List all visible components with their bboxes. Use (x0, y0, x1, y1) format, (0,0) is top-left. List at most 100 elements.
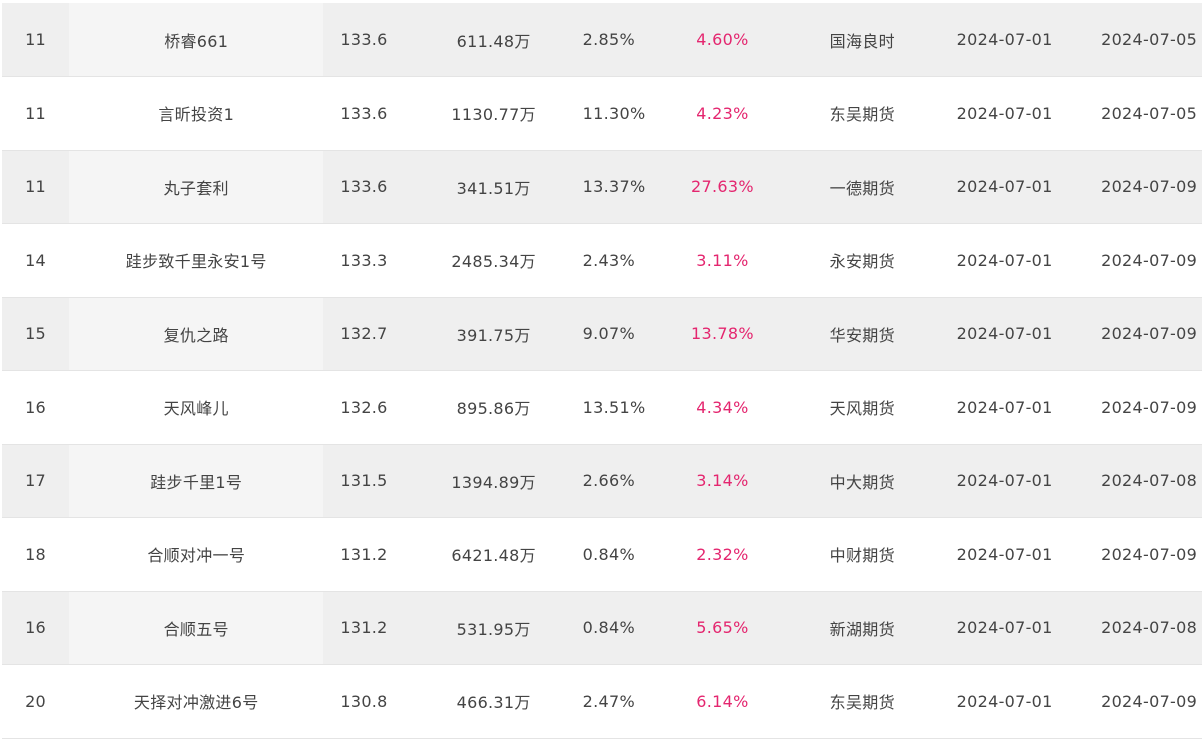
end-date-cell: 2024-07-09 (1096, 517, 1202, 592)
score-cell: 131.2 (323, 517, 405, 592)
broker-cell: 华安期货 (811, 297, 914, 371)
return-cell: 6.14% (633, 664, 812, 739)
broker-cell: 中大期货 (811, 444, 914, 518)
drawdown-cell: 11.30% (582, 76, 645, 151)
drawdown-cell: 2.43% (582, 223, 635, 298)
broker-cell: 东吴期货 (811, 664, 914, 739)
product-name-cell: 天风峰儿 (69, 370, 324, 445)
product-name-cell: 合顺五号 (69, 591, 324, 665)
table-row[interactable]: 15 复仇之路 132.7 391.75万 9.07% 13.78% 华安期货 … (2, 297, 1202, 371)
start-date-cell: 2024-07-01 (913, 370, 1097, 445)
rank-cell: 18 (2, 517, 70, 592)
return-cell: 13.78% (633, 297, 812, 371)
drawdown-cell: 0.84% (582, 591, 635, 665)
rank-cell: 15 (2, 297, 70, 371)
drawdown-cell: 2.85% (582, 3, 635, 77)
ranking-table: 11 桥睿661 133.6 611.48万 2.85% 4.60% 国海良时 … (2, 3, 1202, 739)
scale-cell: 341.51万 (404, 150, 583, 224)
broker-cell: 国海良时 (811, 3, 914, 77)
scale-cell: 1130.77万 (404, 76, 583, 151)
scale-cell: 895.86万 (404, 370, 583, 445)
return-cell: 4.34% (633, 370, 812, 445)
start-date-cell: 2024-07-01 (913, 297, 1097, 371)
rank-cell: 14 (2, 223, 70, 298)
score-cell: 132.7 (323, 297, 405, 371)
drawdown-cell: 0.84% (582, 517, 635, 592)
end-date-cell: 2024-07-09 (1096, 370, 1202, 445)
rank-cell: 16 (2, 591, 70, 665)
end-date-cell: 2024-07-09 (1096, 223, 1202, 298)
end-date-cell: 2024-07-05 (1096, 76, 1202, 151)
start-date-cell: 2024-07-01 (913, 76, 1097, 151)
product-name-cell: 跬步千里1号 (69, 444, 324, 518)
scale-cell: 466.31万 (404, 664, 583, 739)
start-date-cell: 2024-07-01 (913, 517, 1097, 592)
table-row[interactable]: 16 合顺五号 131.2 531.95万 0.84% 5.65% 新湖期货 2… (2, 591, 1202, 665)
end-date-cell: 2024-07-08 (1096, 591, 1202, 665)
rank-cell: 20 (2, 664, 70, 739)
broker-cell: 东吴期货 (811, 76, 914, 151)
return-cell: 4.23% (633, 76, 812, 151)
end-date-cell: 2024-07-05 (1096, 3, 1202, 77)
rank-cell: 16 (2, 370, 70, 445)
broker-cell: 新湖期货 (811, 591, 914, 665)
product-name-cell: 言昕投资1 (69, 76, 324, 151)
product-name-cell: 合顺对冲一号 (69, 517, 324, 592)
table-row[interactable]: 16 天风峰儿 132.6 895.86万 13.51% 4.34% 天风期货 … (2, 370, 1202, 445)
scale-cell: 391.75万 (404, 297, 583, 371)
scale-cell: 2485.34万 (404, 223, 583, 298)
product-name-cell: 复仇之路 (69, 297, 324, 371)
score-cell: 133.6 (323, 3, 405, 77)
start-date-cell: 2024-07-01 (913, 591, 1097, 665)
end-date-cell: 2024-07-09 (1096, 150, 1202, 224)
score-cell: 131.2 (323, 591, 405, 665)
rank-cell: 11 (2, 3, 70, 77)
score-cell: 132.6 (323, 370, 405, 445)
return-cell: 2.32% (633, 517, 812, 592)
start-date-cell: 2024-07-01 (913, 150, 1097, 224)
score-cell: 133.6 (323, 150, 405, 224)
scale-cell: 6421.48万 (404, 517, 583, 592)
table-row[interactable]: 18 合顺对冲一号 131.2 6421.48万 0.84% 2.32% 中财期… (2, 517, 1202, 592)
score-cell: 130.8 (323, 664, 405, 739)
broker-cell: 中财期货 (811, 517, 914, 592)
rank-cell: 11 (2, 76, 70, 151)
score-cell: 133.6 (323, 76, 405, 151)
return-cell: 5.65% (633, 591, 812, 665)
drawdown-cell: 13.51% (582, 370, 645, 445)
product-name-cell: 跬步致千里永安1号 (69, 223, 324, 298)
scale-cell: 611.48万 (404, 3, 583, 77)
drawdown-cell: 13.37% (582, 150, 645, 224)
product-name-cell: 桥睿661 (69, 3, 324, 77)
end-date-cell: 2024-07-09 (1096, 664, 1202, 739)
table-row[interactable]: 17 跬步千里1号 131.5 1394.89万 2.66% 3.14% 中大期… (2, 444, 1202, 518)
score-cell: 133.3 (323, 223, 405, 298)
end-date-cell: 2024-07-08 (1096, 444, 1202, 518)
scale-cell: 531.95万 (404, 591, 583, 665)
start-date-cell: 2024-07-01 (913, 223, 1097, 298)
return-cell: 27.63% (633, 150, 812, 224)
product-name-cell: 丸子套利 (69, 150, 324, 224)
end-date-cell: 2024-07-09 (1096, 297, 1202, 371)
table-row[interactable]: 11 丸子套利 133.6 341.51万 13.37% 27.63% 一德期货… (2, 150, 1202, 224)
drawdown-cell: 2.66% (582, 444, 635, 518)
table-row[interactable]: 14 跬步致千里永安1号 133.3 2485.34万 2.43% 3.11% … (2, 223, 1202, 298)
start-date-cell: 2024-07-01 (913, 664, 1097, 739)
return-cell: 3.14% (633, 444, 812, 518)
drawdown-cell: 9.07% (582, 297, 635, 371)
scale-cell: 1394.89万 (404, 444, 583, 518)
rank-cell: 11 (2, 150, 70, 224)
start-date-cell: 2024-07-01 (913, 444, 1097, 518)
broker-cell: 一德期货 (811, 150, 914, 224)
drawdown-cell: 2.47% (582, 664, 635, 739)
table-row[interactable]: 11 言昕投资1 133.6 1130.77万 11.30% 4.23% 东吴期… (2, 76, 1202, 151)
start-date-cell: 2024-07-01 (913, 3, 1097, 77)
rank-cell: 17 (2, 444, 70, 518)
product-name-cell: 天择对冲激进6号 (69, 664, 324, 739)
return-cell: 4.60% (633, 3, 812, 77)
score-cell: 131.5 (323, 444, 405, 518)
table-row[interactable]: 20 天择对冲激进6号 130.8 466.31万 2.47% 6.14% 东吴… (2, 664, 1202, 739)
broker-cell: 永安期货 (811, 223, 914, 298)
table-row[interactable]: 11 桥睿661 133.6 611.48万 2.85% 4.60% 国海良时 … (2, 3, 1202, 77)
broker-cell: 天风期货 (811, 370, 914, 445)
